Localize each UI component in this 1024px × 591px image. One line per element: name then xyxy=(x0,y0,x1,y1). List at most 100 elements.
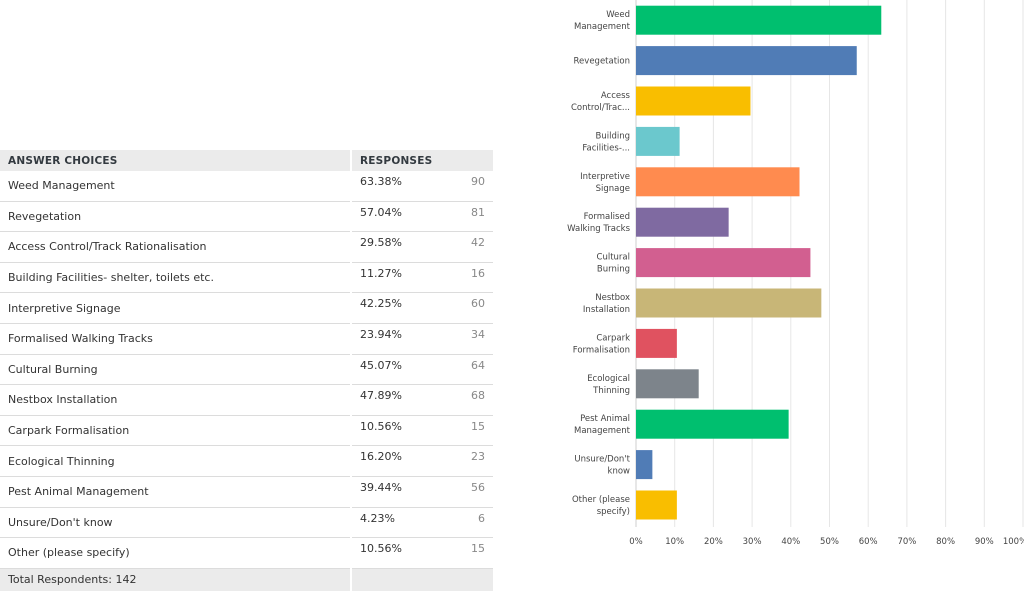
table-row: Cultural Burning 45.07% 64 xyxy=(0,354,493,386)
response-count-cell: 64 xyxy=(458,354,493,386)
category-label: Formalisation xyxy=(573,345,630,355)
answer-choice-cell: Cultural Burning xyxy=(0,354,352,386)
table-row: Pest Animal Management 39.44% 56 xyxy=(0,476,493,508)
response-count-cell: 68 xyxy=(458,384,493,416)
category-label: Nestbox xyxy=(595,293,630,303)
response-count-cell: 15 xyxy=(458,415,493,447)
answer-choice-cell: Pest Animal Management xyxy=(0,476,352,508)
response-percent-cell: 47.89% xyxy=(351,384,458,416)
bar xyxy=(636,126,680,156)
category-label: Burning xyxy=(597,265,630,275)
total-row: Total Respondents: 142 xyxy=(0,568,493,591)
category-label: Revegetation xyxy=(574,57,630,67)
x-tick-label: 90% xyxy=(975,537,994,547)
response-percent-cell: 42.25% xyxy=(351,292,458,324)
table-row: Nestbox Installation 47.89% 68 xyxy=(0,384,493,416)
answer-choice-cell: Ecological Thinning xyxy=(0,445,352,477)
bar xyxy=(636,248,811,278)
answer-choice-cell: Revegetation xyxy=(0,201,352,233)
answer-choice-cell: Nestbox Installation xyxy=(0,384,352,416)
category-label: Ecological xyxy=(587,374,630,384)
response-percent-cell: 4.23% xyxy=(351,507,458,539)
response-percent-cell: 39.44% xyxy=(351,476,458,508)
category-label: Formalised xyxy=(584,212,630,222)
category-label: Pest Animal xyxy=(580,414,630,424)
table-row: Building Facilities- shelter, toilets et… xyxy=(0,262,493,294)
response-count-cell: 23 xyxy=(458,445,493,477)
category-label: Unsure/Don't xyxy=(574,455,630,465)
bar xyxy=(636,328,677,358)
x-tick-label: 40% xyxy=(781,537,800,547)
answer-choice-cell: Other (please specify) xyxy=(0,537,352,569)
table-row: Formalised Walking Tracks 23.94% 34 xyxy=(0,323,493,355)
bar xyxy=(636,288,822,318)
category-label: Carpark xyxy=(596,333,630,343)
answer-choice-cell: Weed Management xyxy=(0,171,352,202)
x-tick-label: 20% xyxy=(704,537,723,547)
table-row: Revegetation 57.04% 81 xyxy=(0,201,493,233)
bar xyxy=(636,86,751,116)
category-label: Installation xyxy=(583,305,630,315)
bar xyxy=(636,46,857,76)
x-tick-label: 100% xyxy=(1003,537,1024,547)
x-tick-label: 10% xyxy=(665,537,684,547)
table-row: Unsure/Don't know 4.23% 6 xyxy=(0,507,493,539)
response-count-cell: 90 xyxy=(458,171,493,202)
responses-table: ANSWER CHOICES RESPONSES Weed Management… xyxy=(0,150,493,591)
x-tick-label: 30% xyxy=(743,537,762,547)
response-count-cell: 15 xyxy=(458,537,493,569)
bar xyxy=(636,369,699,399)
table-header-row: ANSWER CHOICES RESPONSES xyxy=(0,150,493,171)
table-row: Other (please specify) 10.56% 15 xyxy=(0,537,493,569)
table-row: Interpretive Signage 42.25% 60 xyxy=(0,292,493,324)
response-count-cell: 6 xyxy=(458,507,493,539)
category-label: Cultural xyxy=(597,253,630,263)
category-label: Signage xyxy=(596,184,630,194)
category-label: Other (please xyxy=(572,495,630,505)
bar xyxy=(636,5,882,35)
table-row: Carpark Formalisation 10.56% 15 xyxy=(0,415,493,447)
response-count-cell: 42 xyxy=(458,231,493,263)
bar xyxy=(636,490,677,520)
answer-choice-cell: Access Control/Track Rationalisation xyxy=(0,231,352,263)
category-label: Access xyxy=(601,91,631,101)
response-percent-cell: 16.20% xyxy=(351,445,458,477)
responses-header: RESPONSES xyxy=(351,150,493,171)
response-count-cell: 16 xyxy=(458,262,493,294)
bar xyxy=(636,450,653,480)
response-percent-cell: 63.38% xyxy=(351,171,458,202)
answer-choice-cell: Interpretive Signage xyxy=(0,292,352,324)
response-count-cell: 81 xyxy=(458,201,493,233)
x-tick-label: 0% xyxy=(629,537,643,547)
table-row: Weed Management 63.38% 90 xyxy=(0,171,493,202)
category-label: know xyxy=(608,467,631,477)
category-label: Facilities-... xyxy=(582,143,630,153)
category-label: specify) xyxy=(597,507,630,517)
table-row: Ecological Thinning 16.20% 23 xyxy=(0,445,493,477)
category-label: Walking Tracks xyxy=(567,224,630,234)
category-label: Management xyxy=(574,22,631,32)
total-respondents: Total Respondents: 142 xyxy=(0,568,352,591)
category-label: Thinning xyxy=(592,386,630,396)
response-percent-cell: 11.27% xyxy=(351,262,458,294)
category-label: Weed xyxy=(606,10,630,20)
bar xyxy=(636,167,800,197)
response-percent-cell: 23.94% xyxy=(351,323,458,355)
response-percent-cell: 29.58% xyxy=(351,231,458,263)
response-count-cell: 34 xyxy=(458,323,493,355)
category-label: Control/Trac... xyxy=(571,103,630,113)
bar xyxy=(636,409,789,439)
bar xyxy=(636,207,729,237)
response-count-cell: 56 xyxy=(458,476,493,508)
total-empty-cell xyxy=(351,568,493,591)
category-label: Interpretive xyxy=(580,172,630,182)
x-tick-label: 60% xyxy=(859,537,878,547)
answer-choice-cell: Carpark Formalisation xyxy=(0,415,352,447)
answer-choice-cell: Unsure/Don't know xyxy=(0,507,352,539)
x-tick-label: 80% xyxy=(936,537,955,547)
response-percent-cell: 45.07% xyxy=(351,354,458,386)
x-tick-label: 70% xyxy=(897,537,916,547)
table-row: Access Control/Track Rationalisation 29.5… xyxy=(0,231,493,263)
answer-choice-cell: Formalised Walking Tracks xyxy=(0,323,352,355)
response-percent-cell: 57.04% xyxy=(351,201,458,233)
